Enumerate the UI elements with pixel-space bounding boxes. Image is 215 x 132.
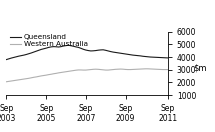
Legend: Queensland, Western Australia: Queensland, Western Australia bbox=[10, 34, 88, 47]
Y-axis label: $m: $m bbox=[194, 63, 207, 72]
